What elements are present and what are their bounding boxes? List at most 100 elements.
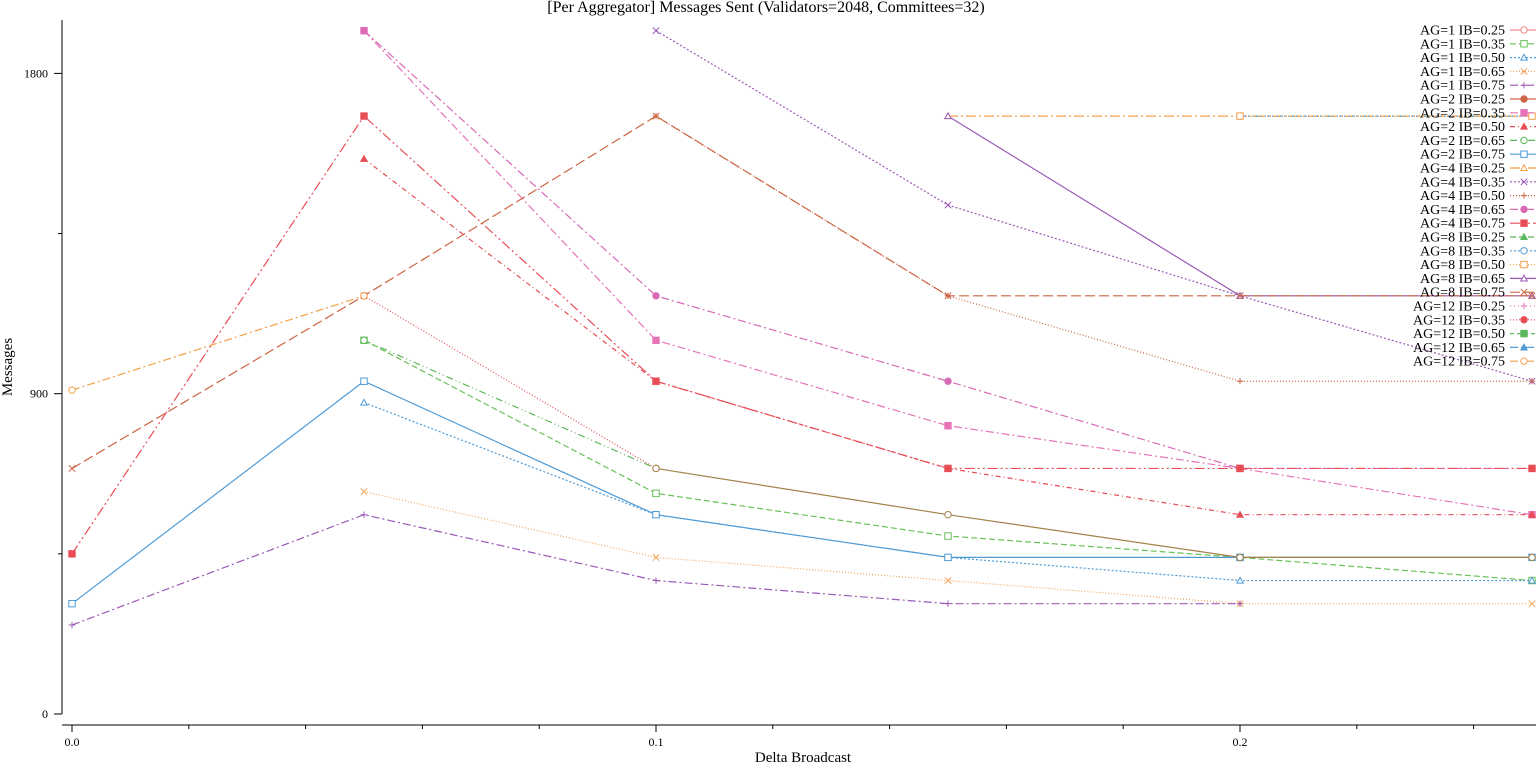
- data-point: [652, 377, 660, 385]
- data-point: [1528, 378, 1536, 385]
- legend-label: AG=4 IB=0.65: [1420, 203, 1505, 218]
- legend-swatch-marker: [1520, 82, 1528, 89]
- legend-swatch-marker: [1519, 232, 1529, 241]
- legend-swatch-marker: [1520, 109, 1528, 117]
- legend-item-ag-12-ib-0-65: AG=12 IB=0.65: [1413, 341, 1536, 356]
- series-ag-4-ib-0-50: [652, 112, 1536, 385]
- data-point: [652, 336, 660, 345]
- data-point: [652, 464, 660, 473]
- legend-swatch-marker: [1520, 192, 1528, 199]
- series-line: [71, 115, 1532, 469]
- data-point: [1528, 553, 1536, 562]
- legend-item-ag-2-ib-0-50: AG=2 IB=0.50: [1420, 120, 1536, 135]
- series-layer: [68, 26, 1536, 629]
- legend-label: AG=8 IB=0.75: [1420, 286, 1505, 301]
- legend-swatch-marker: [1519, 274, 1529, 282]
- legend-item-ag-4-ib-0-50: AG=4 IB=0.50: [1420, 189, 1536, 204]
- y-tick-label: 0: [42, 707, 48, 721]
- data-point: [360, 488, 368, 496]
- legend-item-ag-1-ib-0-35: AG=1 IB=0.35: [1420, 37, 1536, 52]
- series-ag-2-ib-0-75: [68, 377, 1536, 608]
- legend-label: AG=2 IB=0.65: [1420, 134, 1505, 149]
- data-point: [360, 112, 368, 120]
- data-point: [652, 292, 660, 300]
- legend-swatch-marker: [1520, 302, 1528, 310]
- data-point: [1527, 510, 1536, 518]
- data-point: [1235, 510, 1245, 518]
- series-line: [363, 295, 657, 469]
- data-point: [944, 292, 952, 300]
- legend-label: AG=2 IB=0.50: [1420, 120, 1505, 135]
- data-point: [68, 621, 76, 629]
- data-point: [1527, 576, 1536, 584]
- legend-item-ag-4-ib-0-25: AG=4 IB=0.25: [1420, 162, 1536, 177]
- series-line: [71, 295, 365, 391]
- data-point: [1528, 464, 1536, 473]
- legend-swatch-marker: [1520, 40, 1528, 48]
- series-line: [363, 158, 1532, 516]
- legend-item-ag-12-ib-0-50: AG=12 IB=0.50: [1413, 327, 1536, 342]
- legend-item-ag-2-ib-0-35: AG=2 IB=0.35: [1420, 106, 1536, 121]
- data-point: [944, 377, 952, 385]
- legend-item-ag-8-ib-0-35: AG=8 IB=0.35: [1420, 244, 1536, 259]
- data-point: [360, 377, 368, 385]
- y-axis-ticks: 0 900 1800: [24, 66, 62, 721]
- series-ag-12-ib-0-75: [68, 292, 368, 394]
- legend-swatch-marker: [1520, 357, 1528, 365]
- legend-label: AG=8 IB=0.65: [1420, 272, 1505, 287]
- legend-swatch-marker: [1520, 26, 1528, 34]
- legend-swatch-marker: [1520, 316, 1528, 324]
- data-point: [1235, 576, 1245, 584]
- legend-swatch-marker: [1519, 343, 1529, 351]
- legend-swatch-marker: [1520, 67, 1528, 75]
- series-ag-4-ib-0-65: [360, 26, 1536, 473]
- legend-item-ag-12-ib-0-75: AG=12 IB=0.75: [1413, 355, 1536, 370]
- series-line: [363, 402, 1532, 582]
- legend-label: AG=1 IB=0.35: [1420, 37, 1505, 52]
- legend-item-ag-4-ib-0-65: AG=4 IB=0.65: [1420, 203, 1536, 218]
- legend-swatch-marker: [1520, 205, 1528, 214]
- data-point: [944, 464, 952, 473]
- data-point: [1236, 112, 1244, 120]
- legend-label: AG=12 IB=0.65: [1413, 341, 1505, 356]
- data-point: [944, 600, 952, 607]
- legend-item-ag-1-ib-0-50: AG=1 IB=0.50: [1420, 51, 1536, 66]
- x-axis-label: Delta Broadcast: [755, 750, 852, 766]
- data-point: [359, 398, 369, 406]
- legend-label: AG=1 IB=0.25: [1420, 24, 1505, 39]
- data-point: [652, 489, 660, 498]
- data-point: [360, 292, 368, 300]
- legend-item-ag-1-ib-0-75: AG=1 IB=0.75: [1420, 79, 1536, 94]
- legend-label: AG=8 IB=0.35: [1420, 244, 1505, 259]
- series-ag-1-ib-0-75: [68, 511, 1244, 629]
- legend-swatch-marker: [1520, 260, 1528, 269]
- series-ag-12-ib-0-35: [360, 292, 660, 473]
- data-point: [1236, 553, 1244, 562]
- legend-label: AG=12 IB=0.35: [1413, 313, 1505, 328]
- legend-item-ag-4-ib-0-75: AG=4 IB=0.75: [1420, 217, 1536, 232]
- series-line: [363, 339, 1533, 582]
- data-point: [944, 422, 952, 430]
- series-line: [655, 30, 1533, 382]
- series-ag-8-ib-0-75: [68, 112, 1536, 472]
- legend-label: AG=2 IB=0.35: [1420, 106, 1505, 121]
- legend-label: AG=12 IB=0.25: [1413, 300, 1505, 315]
- series-ag-2-ib-0-50: [359, 154, 1536, 518]
- legend-item-ag-8-ib-0-25: AG=8 IB=0.25: [1420, 231, 1536, 246]
- data-point: [68, 599, 76, 608]
- data-point: [1236, 464, 1244, 473]
- legend-label: AG=12 IB=0.50: [1413, 327, 1505, 342]
- series-line: [363, 339, 657, 469]
- x-tick-label: 0.0: [65, 735, 80, 749]
- legend-label: AG=8 IB=0.50: [1420, 258, 1505, 273]
- series-line: [71, 115, 1532, 555]
- series-ag-1-ib-0-65: [360, 488, 1536, 608]
- legend-label: AG=2 IB=0.25: [1420, 93, 1505, 108]
- data-point: [944, 553, 952, 562]
- legend-label: AG=8 IB=0.25: [1420, 231, 1505, 246]
- y-tick-label: 1800: [24, 66, 48, 80]
- legend-label: AG=1 IB=0.65: [1420, 65, 1505, 80]
- legend-swatch-marker: [1520, 95, 1528, 103]
